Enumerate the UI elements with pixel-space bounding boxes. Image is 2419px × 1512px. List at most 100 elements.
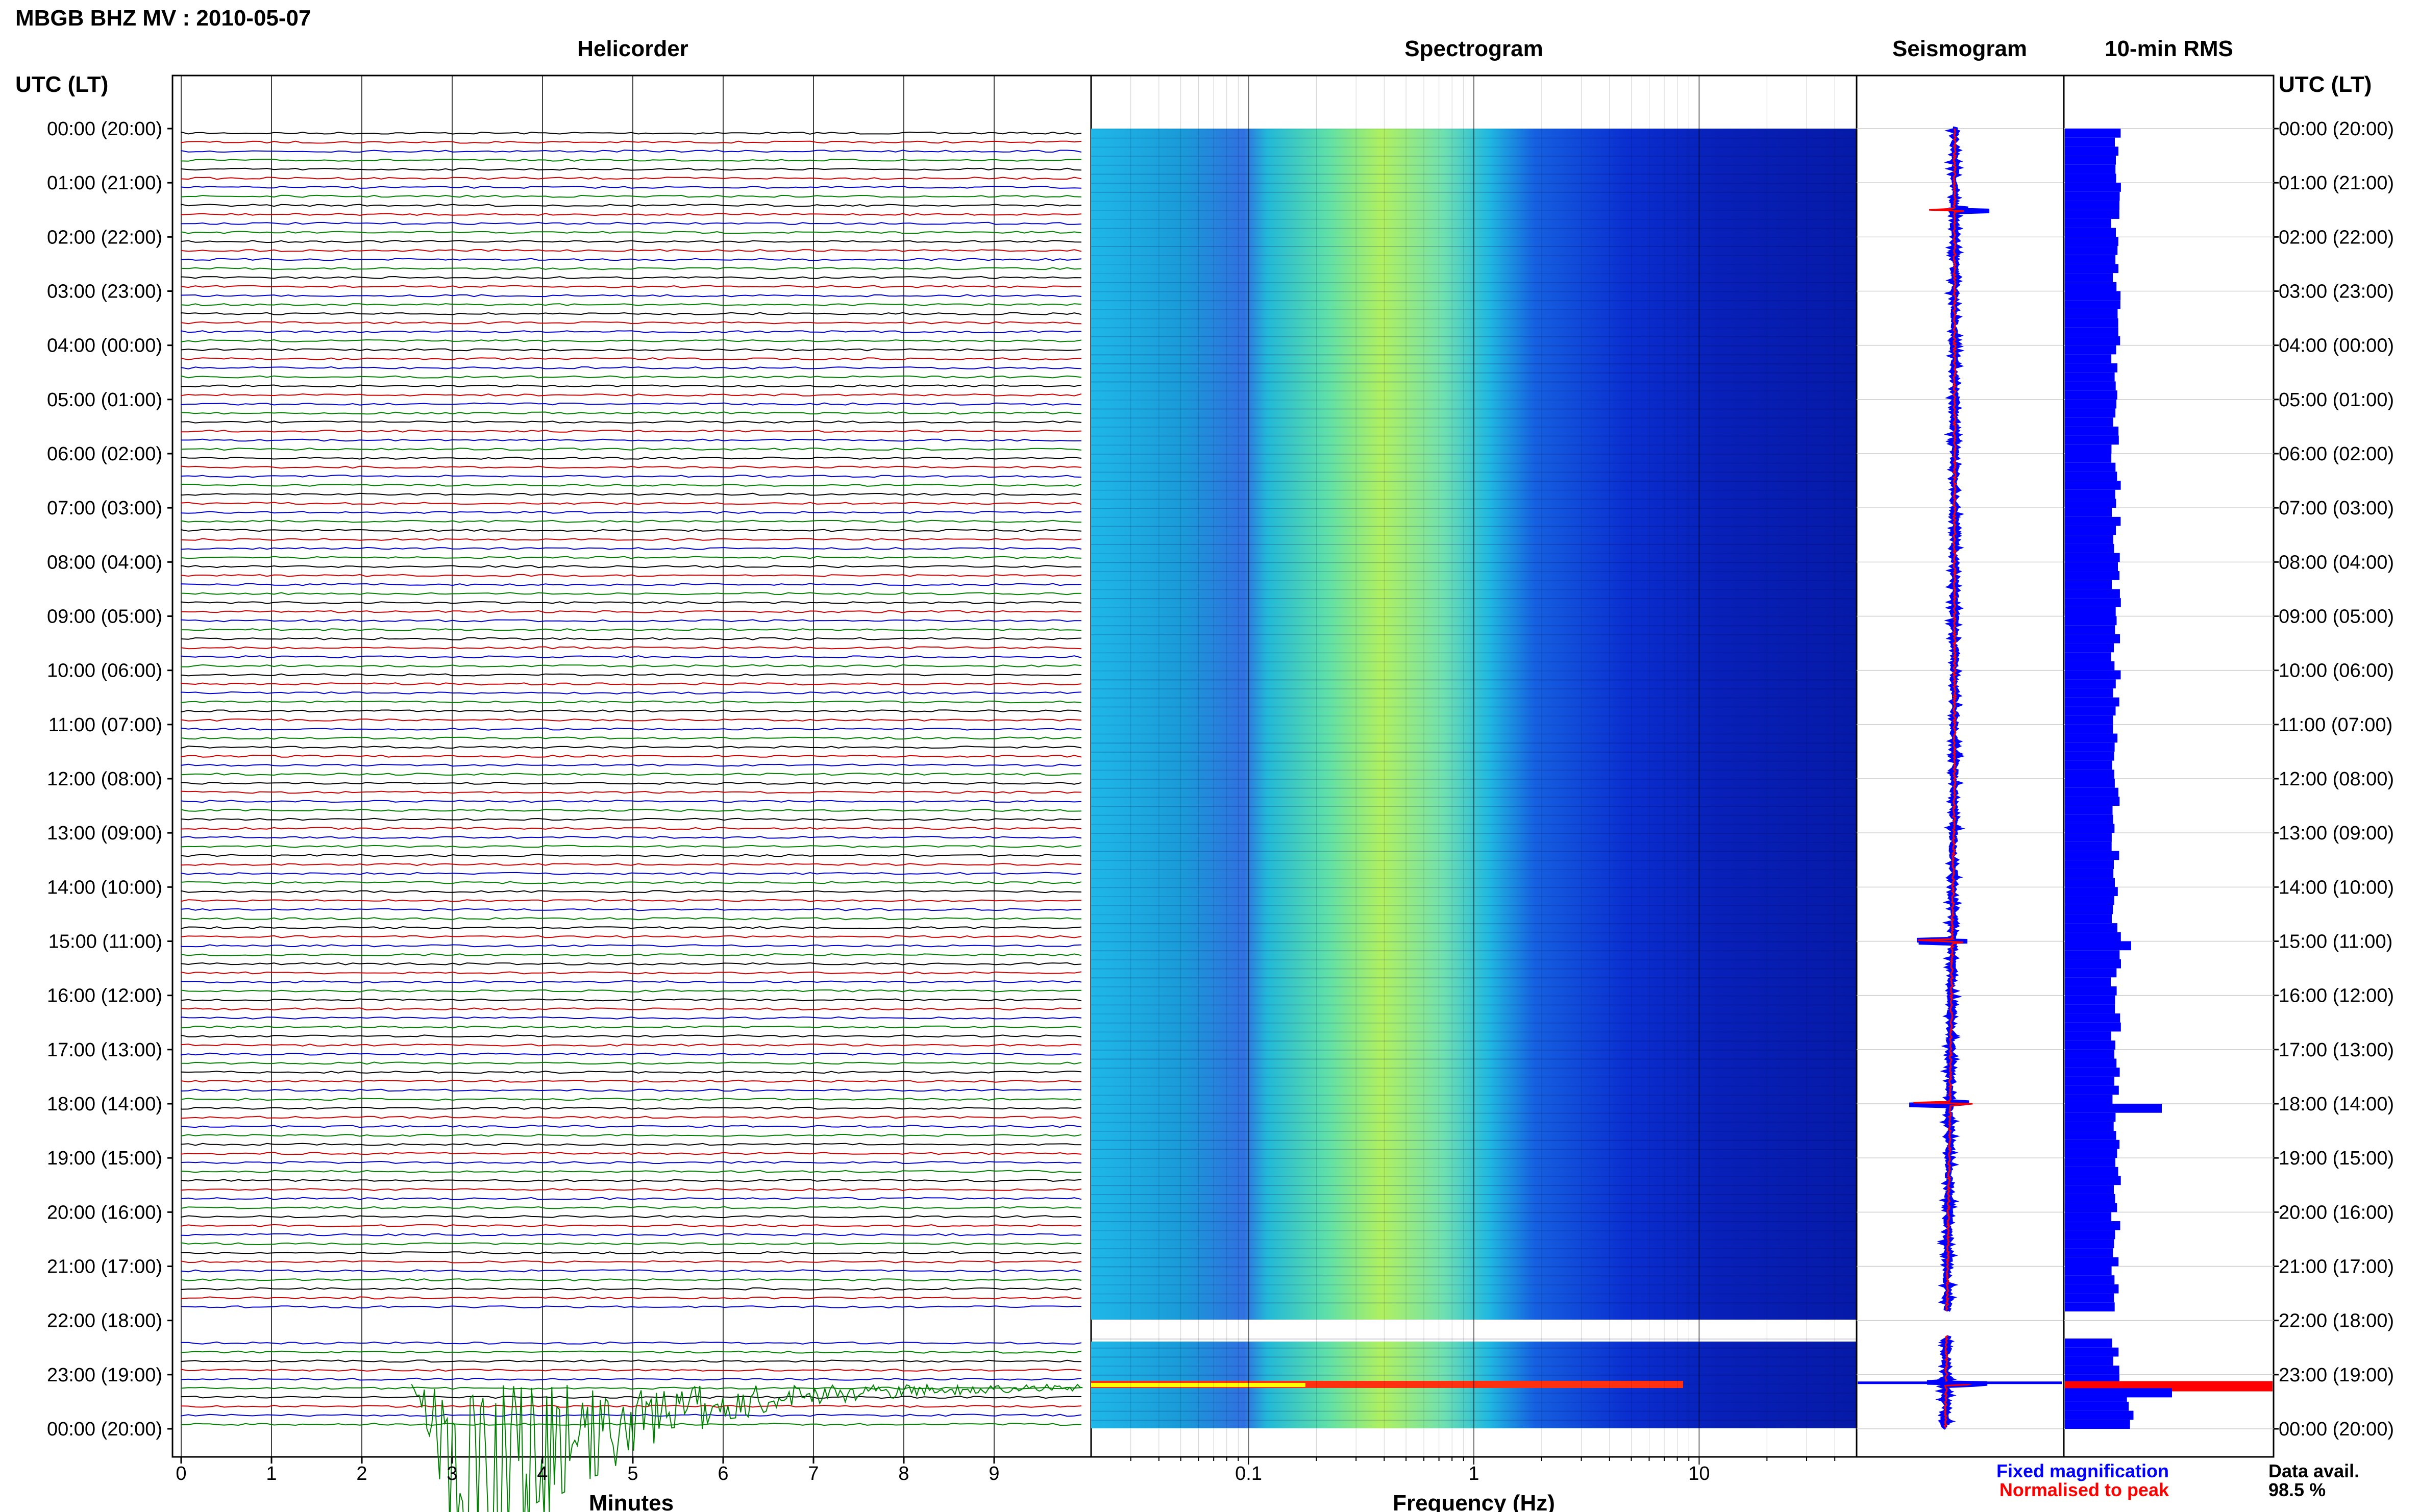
helicorder-trace — [181, 962, 1082, 965]
rms-bar — [2065, 191, 2120, 201]
rms-bar — [2065, 454, 2112, 463]
helicorder-trace — [181, 185, 1082, 189]
rms-bar — [2065, 571, 2120, 580]
rms-bar — [2065, 1131, 2116, 1140]
rms-bar — [2065, 363, 2117, 373]
helicorder-trace — [181, 1233, 1082, 1236]
helicorder-trace — [181, 1414, 1082, 1417]
y-tick-label: 09:00 (05:00) — [47, 606, 162, 628]
rms-bar — [2065, 444, 2112, 454]
rms-bar — [2065, 923, 2117, 932]
helicorder-trace — [181, 1025, 1082, 1029]
rms-bar — [2065, 896, 2114, 905]
y-tick-label: 03:00 (23:00) — [47, 281, 162, 303]
helicorder-x-tick-label: 2 — [356, 1463, 367, 1484]
helicorder-trace — [181, 483, 1082, 487]
rms-bar — [2065, 995, 2115, 1005]
rms-bar — [2065, 760, 2112, 770]
helicorder-trace — [181, 1116, 1082, 1119]
helicorder-x-tick-label: 9 — [989, 1463, 999, 1484]
helicorder-trace — [181, 773, 1082, 776]
helicorder-trace — [181, 312, 1082, 315]
rms-bar — [2065, 1013, 2120, 1023]
rms-bar — [2065, 1339, 2112, 1348]
y-tick-label: 09:00 (05:00) — [2279, 606, 2394, 628]
rms-bar — [2065, 164, 2116, 174]
rms-bar — [2065, 779, 2115, 788]
helicorder-trace — [181, 655, 1082, 659]
helicorder-trace — [181, 339, 1082, 342]
helicorder-trace — [181, 1052, 1082, 1056]
rms-bar — [2065, 1040, 2115, 1050]
rms-bar — [2065, 977, 2111, 986]
helicorder-trace — [181, 1359, 1082, 1363]
time-axis-header-left: UTC (LT) — [15, 72, 108, 97]
y-tick-label: 23:00 (19:00) — [2279, 1365, 2394, 1386]
rms-bar — [2065, 986, 2117, 996]
seismogram-trace — [1913, 128, 1973, 1311]
rms-bar — [2065, 652, 2111, 661]
y-tick-label: 00:00 (20:00) — [47, 1419, 162, 1440]
rms-bar — [2065, 462, 2116, 472]
data-availability-value: 98.5 % — [2268, 1479, 2326, 1500]
rms-bar — [2065, 1257, 2119, 1267]
y-tick-label: 04:00 (00:00) — [2279, 335, 2394, 357]
rms-bar — [2065, 137, 2115, 147]
rms-bar — [2065, 751, 2114, 761]
rms-bar — [2065, 535, 2113, 544]
helicorder-trace — [181, 1044, 1082, 1047]
helicorder-trace — [181, 854, 1082, 857]
helicorder-trace — [181, 790, 1082, 794]
helicorder-trace — [181, 1170, 1082, 1173]
helicorder-trace — [181, 1016, 1082, 1020]
helicorder-trace — [181, 1260, 1082, 1263]
rms-bar — [2065, 1068, 2120, 1077]
helicorder-x-tick-label: 7 — [808, 1463, 819, 1484]
spectrogram-event-core — [1091, 1383, 1305, 1387]
y-tick-label: 07:00 (03:00) — [47, 498, 162, 519]
helicorder-trace — [181, 1269, 1082, 1273]
y-tick-label: 16:00 (12:00) — [47, 985, 162, 1007]
helicorder-trace — [181, 890, 1082, 894]
rms-bar — [2065, 309, 2118, 318]
helicorder-trace — [181, 420, 1082, 424]
y-tick-label: 20:00 (16:00) — [47, 1202, 162, 1223]
helicorder-trace — [181, 267, 1082, 270]
rms-bar — [2065, 273, 2113, 282]
rms-bar — [2065, 291, 2121, 301]
rms-bar — [2065, 589, 2120, 599]
helicorder-trace — [181, 917, 1082, 921]
helicorder-trace — [181, 1034, 1082, 1038]
y-tick-label: 17:00 (13:00) — [47, 1039, 162, 1061]
helicorder-trace — [181, 258, 1082, 261]
helicorder-trace — [181, 475, 1082, 478]
spectrogram-x-label: Frequency (Hz) — [1393, 1491, 1555, 1512]
y-tick-label: 11:00 (07:00) — [48, 714, 162, 736]
helicorder-trace — [181, 592, 1082, 596]
rms-bar — [2065, 932, 2121, 941]
helicorder-trace — [181, 574, 1082, 577]
rms-bar — [2065, 724, 2113, 734]
rms-bar — [2065, 390, 2117, 400]
figure-title: MBGB BHZ MV : 2010-05-07 — [15, 6, 311, 31]
helicorder-trace — [181, 944, 1082, 948]
helicorder-trace — [181, 231, 1082, 234]
rms-bar — [2065, 733, 2118, 743]
y-tick-label: 13:00 (09:00) — [2279, 823, 2394, 844]
rms-bar — [2065, 1293, 2114, 1303]
rms-bar — [2065, 1302, 2115, 1311]
rms-bar — [2065, 489, 2115, 499]
rms-bar — [2065, 1122, 2114, 1131]
helicorder-trace — [181, 402, 1082, 406]
helicorder-trace — [181, 583, 1082, 586]
rms-bar — [2065, 697, 2119, 707]
helicorder-trace — [181, 827, 1082, 830]
helicorder-trace — [181, 1007, 1082, 1011]
rms-bar — [2065, 228, 2116, 237]
rms-bar — [2065, 959, 2121, 969]
y-tick-label: 00:00 (20:00) — [2279, 1419, 2394, 1440]
rms-bar — [2065, 1356, 2113, 1366]
helicorder-trace — [181, 817, 1082, 821]
helicorder-x-tick-label: 1 — [266, 1463, 277, 1484]
helicorder-trace — [181, 754, 1082, 758]
